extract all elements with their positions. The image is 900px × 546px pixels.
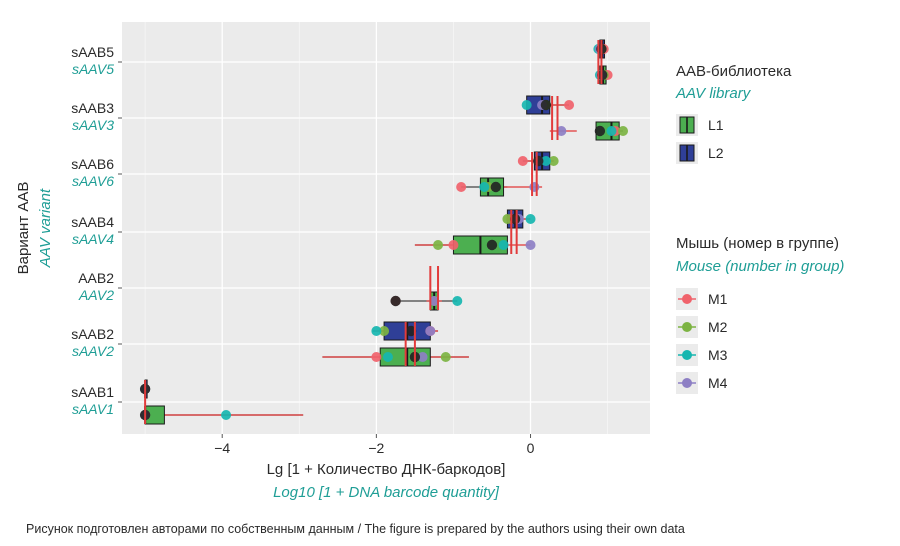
mouse-point-m3	[382, 352, 393, 362]
legend-mouse-title: Мышь (номер в группе)	[676, 235, 839, 252]
box-L2	[371, 321, 439, 341]
box-L1	[390, 291, 463, 311]
mouse-point-m3	[521, 100, 532, 110]
figure-caption: Рисунок подготовлен авторами по собствен…	[26, 522, 685, 536]
legend-dot-m2	[682, 322, 692, 332]
x-tick-label: −4	[214, 440, 230, 456]
mouse-point-m2	[440, 352, 451, 362]
y-category-label: sAAB2	[71, 326, 114, 342]
box-L2	[517, 151, 559, 171]
x-tick-labels: −4 −2 0	[214, 434, 535, 456]
legend-library-title-en: AAV library	[675, 85, 752, 102]
y-category-label-en: AAV2	[78, 287, 114, 303]
mean-point	[594, 125, 606, 137]
legend-label-l2: L2	[708, 145, 724, 161]
y-category-label: sAAB1	[71, 384, 114, 400]
mouse-point-m1	[371, 352, 382, 362]
mouse-point-m3	[371, 326, 382, 336]
y-category-label-en: sAAV6	[72, 173, 114, 189]
legend-label-l1: L1	[708, 117, 724, 133]
mouse-point-m3	[606, 126, 617, 136]
y-category-label: sAAB4	[71, 214, 114, 230]
mean-point	[490, 181, 502, 193]
mean-point	[540, 99, 552, 111]
y-category-label-en: sAAV2	[72, 343, 114, 359]
box-L1	[322, 347, 469, 367]
y-category-label: sAAB6	[71, 156, 114, 172]
box-L2	[521, 95, 575, 115]
mouse-point-m3	[479, 182, 490, 192]
mouse-point-m1	[448, 240, 459, 250]
y-category-label: sAAB5	[71, 44, 114, 60]
legend-dot-m3	[682, 350, 692, 360]
grid-lines	[122, 22, 650, 434]
y-category-label-en: sAAV5	[72, 61, 114, 77]
mean-point	[533, 155, 544, 167]
mouse-point-m2	[618, 126, 629, 136]
mean-point	[486, 239, 498, 251]
y-category-label-en: sAAV4	[72, 231, 114, 247]
x-axis-title-en: Log10 [1 + DNA barcode quantity]	[273, 484, 500, 501]
legend-label-m1: M1	[708, 291, 728, 307]
mouse-point-m4	[529, 182, 540, 192]
box-L1	[549, 121, 629, 141]
y-category-label: sAAB3	[71, 100, 114, 116]
mouse-point-m3	[221, 410, 232, 420]
mouse-point-m1	[564, 100, 575, 110]
mouse-point-m4	[525, 240, 536, 250]
mean-point	[509, 213, 521, 225]
legend-label-m2: M2	[708, 319, 728, 335]
y-category-label-en: sAAV3	[72, 117, 114, 133]
mouse-point-m4	[417, 352, 428, 362]
plot-panel	[122, 22, 650, 434]
mouse-point-m3	[540, 156, 551, 166]
mouse-point-m3	[525, 214, 536, 224]
mouse-point-m1	[456, 182, 467, 192]
legend-mouse-title-en: Mouse (number in group)	[676, 258, 844, 275]
legend-label-m3: M3	[708, 347, 728, 363]
mouse-point-m2	[433, 240, 444, 250]
y-category-label-en: sAAV1	[72, 401, 114, 417]
y-category-label: AAB2	[78, 270, 114, 286]
mouse-point-m2	[379, 326, 390, 336]
mouse-point-m4	[425, 326, 436, 336]
x-axis-title: Lg [1 + Количество ДНК-баркодов]	[267, 461, 506, 478]
y-axis-title-en: AAV variant	[37, 188, 54, 268]
legend-dot-m4	[682, 378, 692, 388]
legend-dot-m1	[682, 294, 692, 304]
legend-library-title: ААВ-библиотека	[676, 63, 792, 80]
mouse-point-m4	[556, 126, 567, 136]
mouse-point-m3	[452, 296, 463, 306]
mouse-point-m2	[502, 214, 513, 224]
x-tick-label: −2	[368, 440, 384, 456]
mouse-point-m4	[429, 296, 440, 306]
mean-point	[405, 325, 417, 337]
legend-library: ААВ-библиотека AAV library L1 L2	[675, 63, 792, 164]
mouse-point-m2	[548, 156, 559, 166]
x-tick-label: 0	[527, 440, 535, 456]
legend-mouse: Мышь (номер в группе) Mouse (number in g…	[676, 235, 844, 394]
mouse-point-m3	[498, 240, 509, 250]
mean-point	[390, 295, 401, 307]
mouse-point-m1	[517, 156, 528, 166]
box-L1	[414, 235, 536, 255]
box-layer	[139, 39, 629, 425]
legend-label-m4: M4	[708, 375, 728, 391]
y-axis-title: Вариант ААВ	[15, 182, 32, 275]
